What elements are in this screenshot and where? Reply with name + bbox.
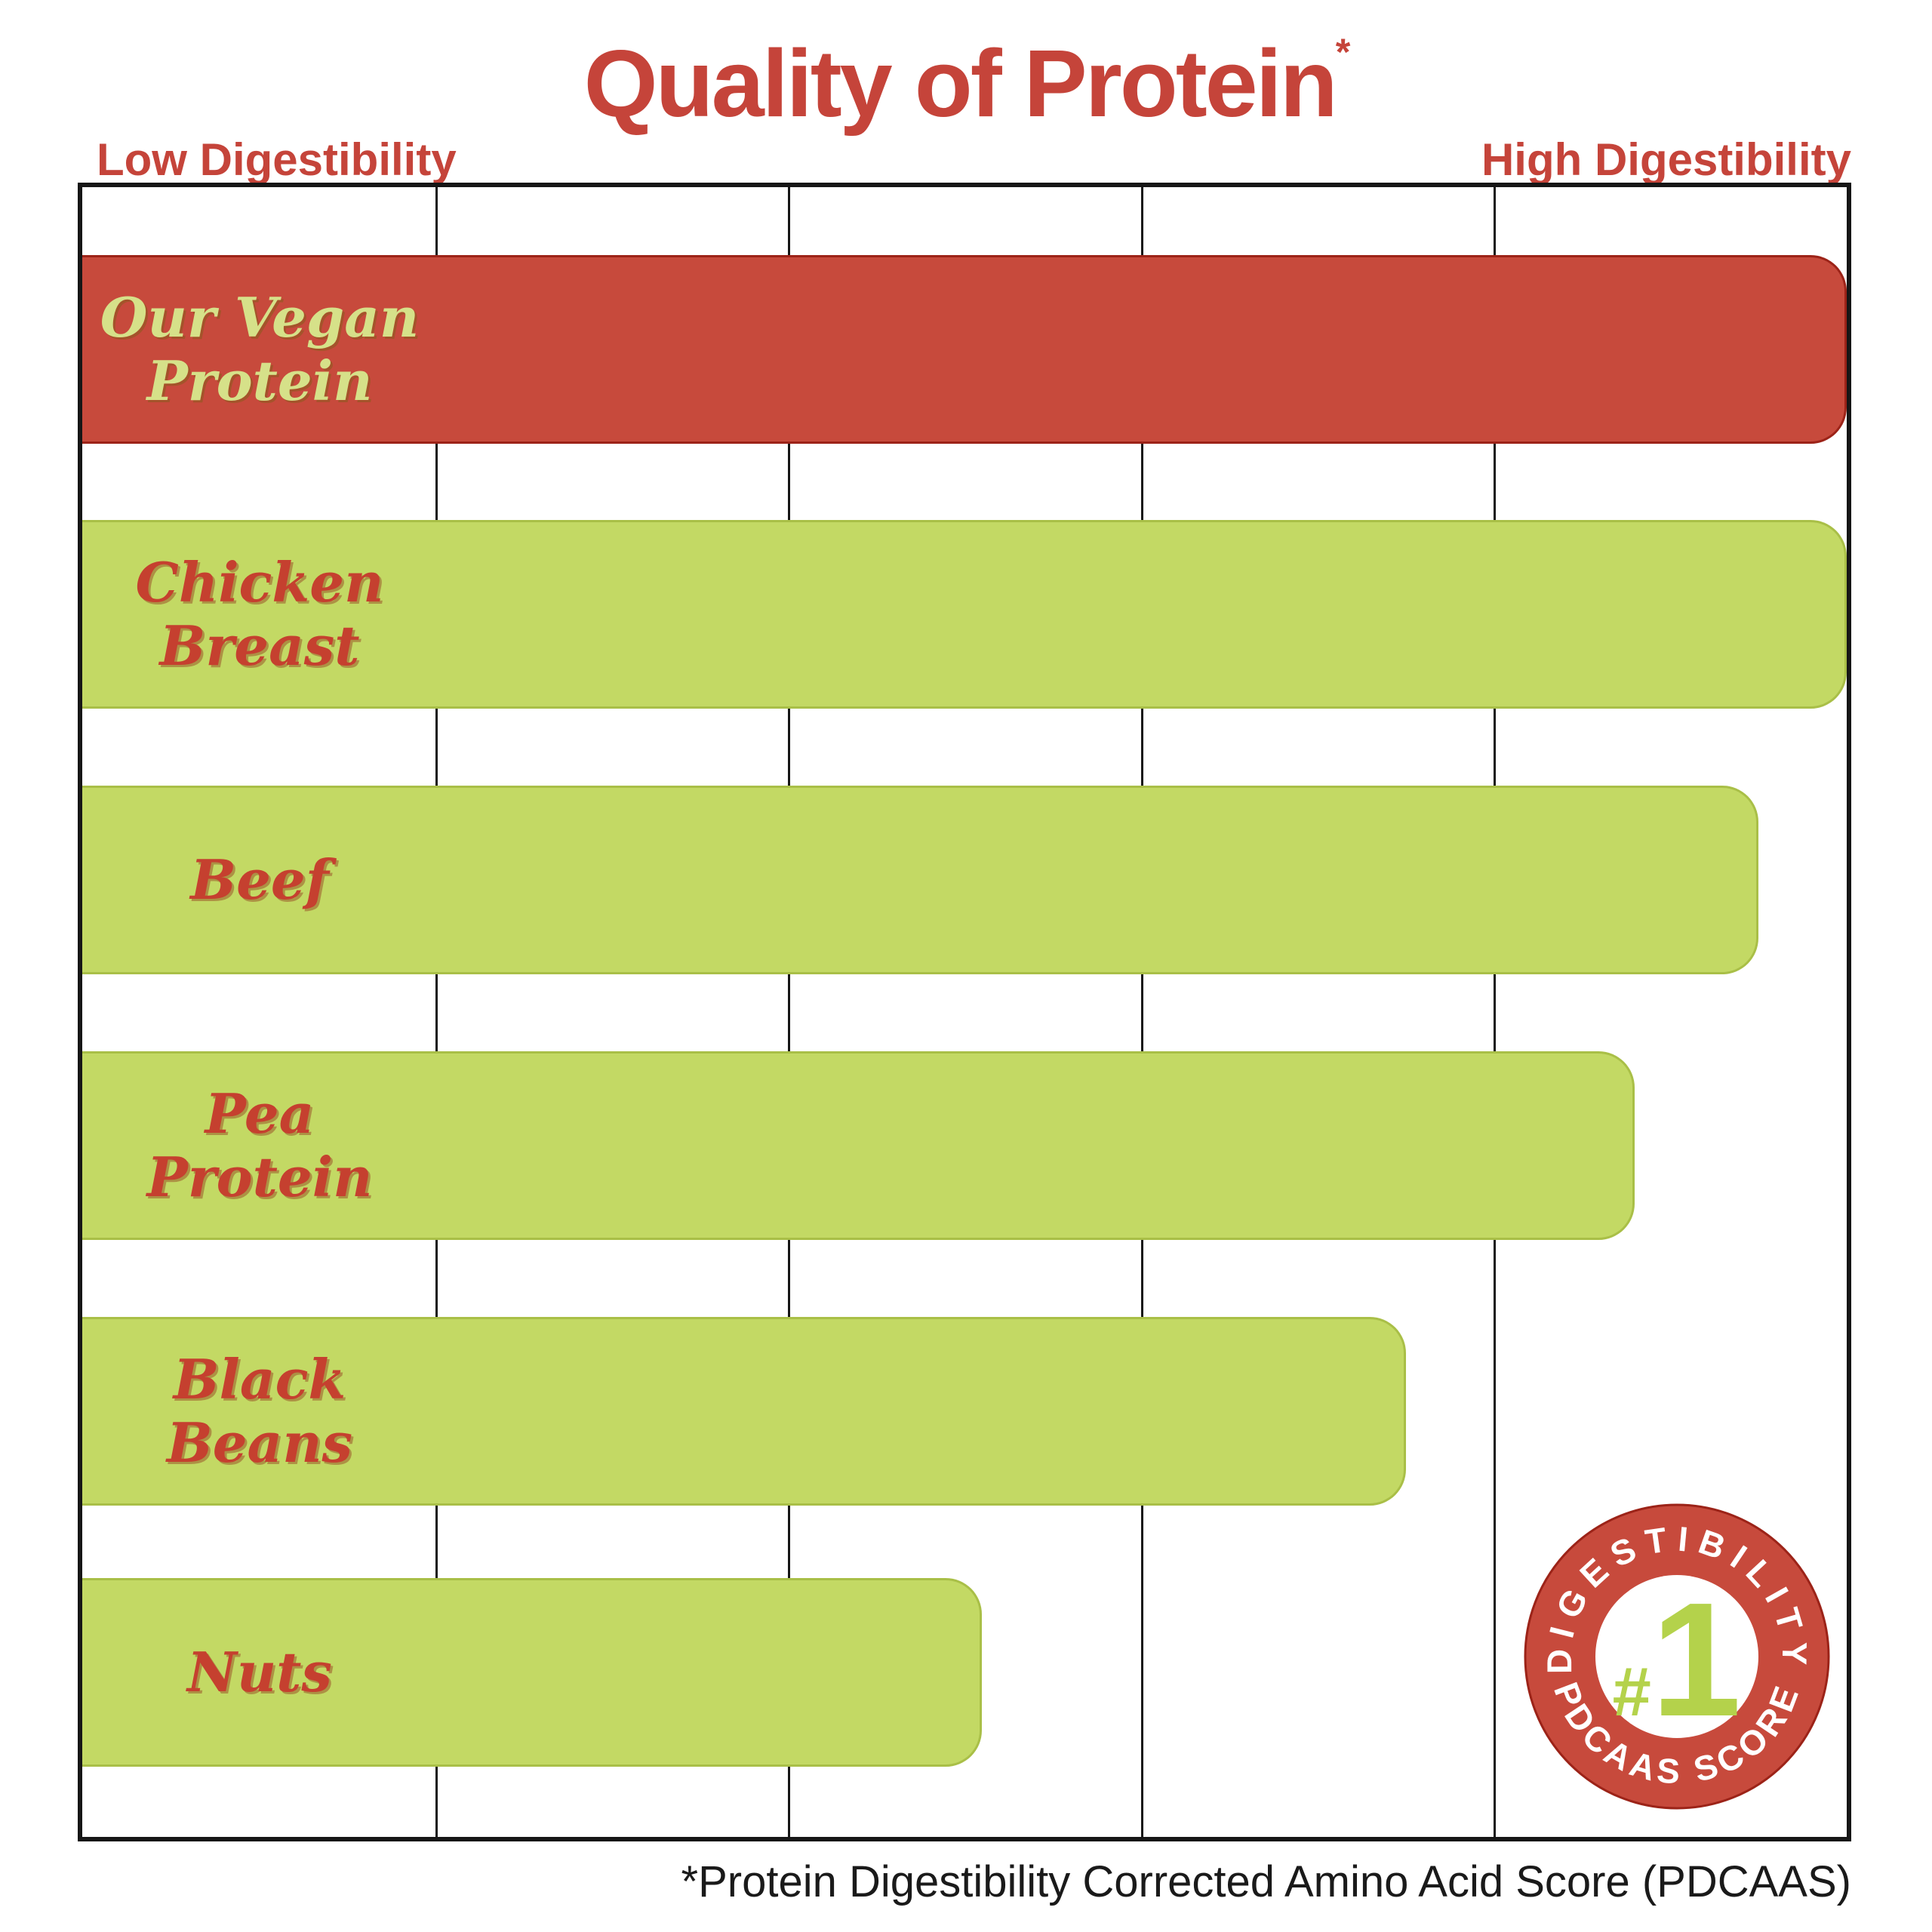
bar-beef: Beef	[82, 786, 1759, 974]
page-title: Quality of Protein*	[0, 32, 1932, 131]
pdcaas-footnote: *Protein Digestibility Corrected Amino A…	[681, 1857, 1851, 1906]
bar-label-nuts: Nuts	[82, 1641, 437, 1704]
axis-label-high-digestibility: High Digestibility	[1481, 134, 1851, 185]
page-title-asterisk: *	[1335, 30, 1351, 73]
page-title-text: Quality of Protein	[583, 30, 1338, 137]
bar-label-beef: Beef	[82, 848, 437, 912]
axis-label-low-digestibility: Low Digestibility	[97, 134, 457, 185]
pdcaas-score-badge: DIGESTIBILITY PDCAAS SCORE #1	[1524, 1503, 1830, 1810]
bar-chicken-breast: Chicken Breast	[82, 520, 1847, 709]
bar-nuts: Nuts	[82, 1578, 983, 1767]
bar-label-line: Nuts	[187, 1640, 332, 1705]
bar-label-line: Chicken	[135, 550, 384, 615]
bar-label-pea-protein: Pea Protein	[82, 1082, 437, 1208]
bar-label-line: Breast	[159, 614, 360, 678]
bar-label-line: Beans	[166, 1411, 353, 1475]
gridline	[1140, 187, 1143, 1837]
gridline	[1494, 187, 1497, 1837]
bar-our-vegan-protein: Our Vegan Protein	[82, 255, 1847, 444]
bar-label-line: Black	[173, 1347, 346, 1412]
bar-label-our-vegan-protein: Our Vegan Protein	[82, 286, 437, 412]
bar-label-line: Protein	[146, 1145, 373, 1209]
bar-label-chicken-breast: Chicken Breast	[82, 551, 437, 677]
gridline	[788, 187, 791, 1837]
badge-one-glyph: 1	[1651, 1568, 1742, 1750]
bar-label-line: Pea	[205, 1081, 315, 1146]
plot-area: Our Vegan Protein Chicken Breast Beef Pea Prot…	[78, 183, 1851, 1841]
bar-label-line: Our Vegan	[100, 285, 420, 350]
bar-label-black-beans: Black Beans	[82, 1348, 437, 1474]
bar-label-line: Protein	[146, 349, 373, 413]
badge-hash-glyph: #	[1613, 1654, 1651, 1730]
bar-pea-protein: Pea Protein	[82, 1051, 1635, 1240]
badge-inner-circle	[1595, 1575, 1758, 1738]
gridline	[435, 187, 438, 1837]
bar-label-line: Beef	[190, 848, 329, 912]
badge-number-one: #1	[1613, 1568, 1742, 1750]
bar-black-beans: Black Beans	[82, 1317, 1406, 1506]
